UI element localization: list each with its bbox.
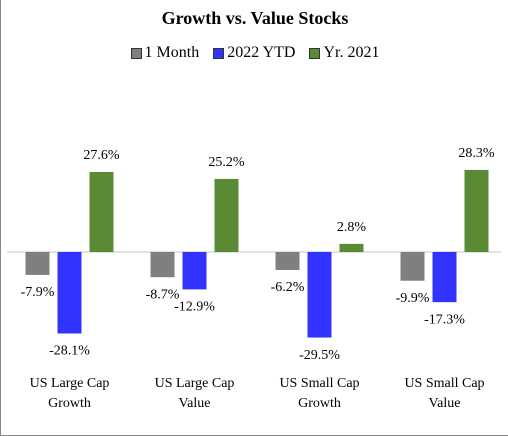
data-label: 2.8%	[337, 220, 367, 235]
bar	[214, 178, 239, 252]
data-label: 25.2%	[208, 155, 245, 170]
data-label: -6.2%	[271, 280, 305, 295]
bar	[307, 252, 332, 338]
bar	[89, 171, 114, 252]
legend-item: Yr. 2021	[309, 44, 379, 62]
data-label: -9.9%	[396, 291, 430, 306]
legend-swatch	[309, 47, 321, 59]
bar	[25, 252, 50, 275]
x-tick-label: US Large Cap Value	[154, 376, 235, 411]
bar	[57, 252, 82, 334]
legend-label: 1 Month	[144, 44, 200, 61]
chart-title: Growth vs. Value Stocks	[161, 8, 349, 28]
data-label: -28.1%	[49, 344, 90, 359]
legend-label: 2022 YTD	[227, 44, 296, 61]
data-label: -12.9%	[174, 300, 215, 315]
data-label: -17.3%	[424, 312, 465, 327]
x-tick-label: US Small Cap Growth	[279, 376, 360, 411]
legend-item: 1 Month	[130, 44, 200, 62]
bar	[275, 252, 300, 270]
legend-swatch	[130, 47, 142, 59]
bar	[339, 243, 364, 252]
data-label: -7.9%	[21, 285, 55, 300]
bar	[182, 252, 207, 290]
data-label: -29.5%	[299, 348, 340, 363]
legend-item: 2022 YTD	[213, 44, 295, 62]
legend: 1 Month 2022 YTD Yr. 2021	[1, 44, 508, 62]
x-tick-label: US Large Cap Growth	[29, 376, 110, 411]
x-tick-label: US Small Cap Value	[404, 376, 485, 411]
bar	[400, 252, 425, 281]
data-label: 27.6%	[83, 148, 120, 163]
bar	[464, 169, 489, 252]
data-label: -8.7%	[146, 287, 180, 302]
bar	[432, 252, 457, 303]
bar	[150, 252, 175, 278]
legend-label: Yr. 2021	[323, 44, 380, 61]
data-label: 28.3%	[458, 146, 495, 161]
legend-swatch	[213, 47, 225, 59]
